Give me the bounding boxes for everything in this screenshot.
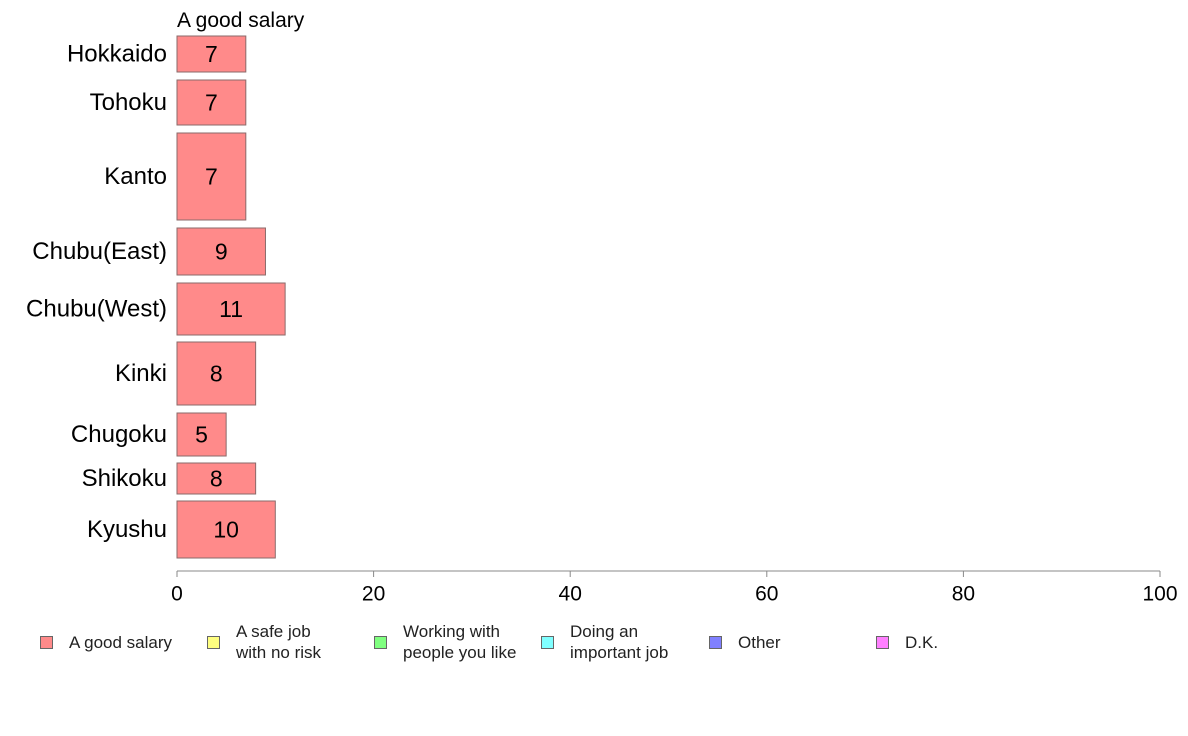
bar-value-label: 8	[210, 361, 223, 387]
bar-value-label: 11	[219, 296, 243, 322]
x-tick-label: 60	[755, 583, 778, 606]
category-label: Tohoku	[90, 89, 167, 116]
legend-item: A good salary	[40, 620, 172, 664]
legend-label: Other	[738, 632, 781, 652]
x-tick-label: 40	[559, 583, 582, 606]
legend-label: A good salary	[69, 632, 173, 652]
bar	[176, 227, 266, 276]
category-label: Chubu(West)	[26, 296, 167, 323]
bar-value-label: 7	[205, 41, 218, 67]
bar	[176, 462, 257, 495]
legend-item: Working with people you like	[374, 620, 516, 664]
bars-layer: 7 Hokkaido 7 Tohoku 7 Kanto 9 Chubu(East) 11 Chub…	[26, 35, 286, 559]
bar-value-label: 10	[213, 517, 239, 543]
legend-item: Other	[709, 620, 781, 664]
legend-label: Doing an important job	[570, 622, 669, 662]
bar-value-label: 9	[215, 239, 228, 265]
bar	[176, 35, 247, 73]
bar	[176, 132, 247, 221]
category-label: Chugoku	[71, 421, 167, 448]
legend-swatch	[541, 635, 554, 649]
x-tick-label: 20	[362, 583, 385, 606]
bar-value-label: 5	[195, 422, 208, 448]
bar	[176, 282, 286, 336]
category-label: Chubu(East)	[32, 238, 167, 265]
legend-item: A safe job with no risk	[207, 620, 321, 664]
category-label: Kinki	[115, 360, 167, 387]
category-label: Kanto	[104, 163, 167, 190]
bar	[176, 341, 257, 406]
legend-swatch	[709, 635, 722, 649]
bar	[176, 79, 247, 126]
x-axis: 0 20 40 60 80 100	[171, 570, 1178, 606]
category-label: Hokkaido	[67, 41, 167, 68]
legend-swatch	[876, 635, 889, 649]
legend-item: Doing an important job	[541, 620, 668, 664]
bar-value-label: 7	[205, 164, 218, 190]
legend-swatch	[207, 635, 220, 649]
legend-label: Working with people you like	[403, 622, 517, 662]
x-tick-label: 100	[1142, 583, 1177, 606]
chart-title: A good salary	[177, 9, 305, 32]
legend-label: A safe job with no risk	[236, 622, 322, 662]
bar	[176, 500, 276, 559]
bar-value-label: 7	[205, 90, 218, 116]
bar	[176, 412, 227, 457]
legend-swatch	[40, 635, 53, 649]
category-label: Shikoku	[82, 465, 167, 492]
category-label: Kyushu	[87, 516, 167, 543]
bar-value-label: 8	[210, 466, 223, 492]
legend-item: D.K.	[876, 620, 938, 664]
x-tick-label: 80	[952, 583, 975, 606]
legend-swatch	[374, 635, 387, 649]
legend-label: D.K.	[905, 632, 939, 652]
x-tick-label: 0	[171, 583, 183, 606]
legend: A good salary A safe job with no risk Wo…	[0, 620, 1188, 680]
